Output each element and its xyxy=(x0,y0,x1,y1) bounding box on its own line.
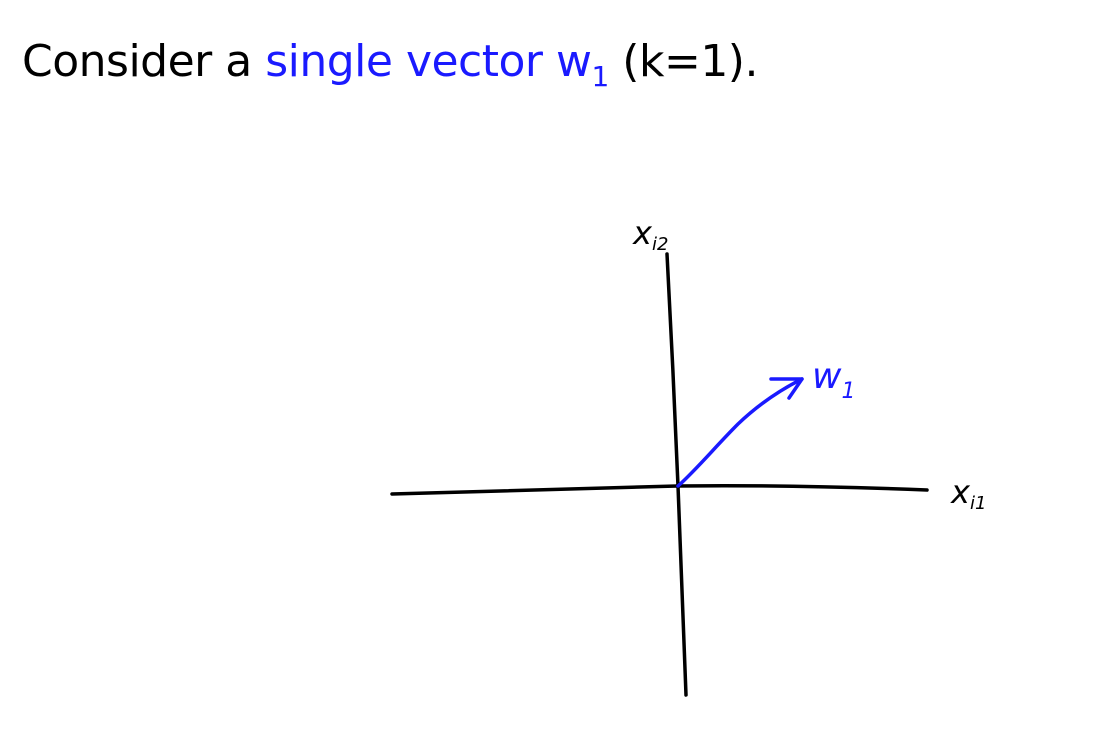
slide-title: Consider a single vector w1 (k=1). xyxy=(22,36,758,91)
title-prefix: Consider a xyxy=(22,36,266,87)
title-highlight: single vector w1 xyxy=(265,36,609,91)
title-highlight-text: single vector w xyxy=(265,36,592,87)
x-axis-label: xi1 xyxy=(950,473,986,514)
title-suffix: (k=1). xyxy=(608,36,758,87)
vector-w1-arrowhead xyxy=(769,377,804,400)
vector-w1 xyxy=(676,377,804,488)
vector-w1-label: w1 xyxy=(812,356,855,404)
x-axis xyxy=(390,483,929,496)
title-highlight-subscript: 1 xyxy=(591,60,609,93)
y-axis-label: xi2 xyxy=(632,214,668,255)
y-axis xyxy=(665,252,688,697)
